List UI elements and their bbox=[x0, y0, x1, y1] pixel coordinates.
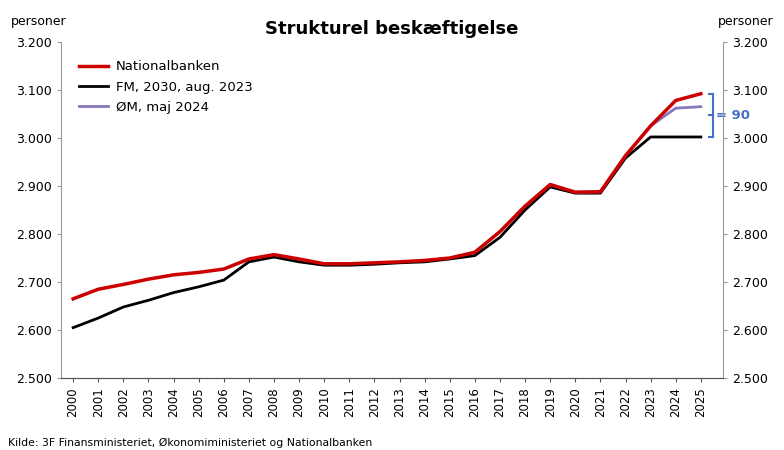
Legend: Nationalbanken, FM, 2030, aug. 2023, ØM, maj 2024: Nationalbanken, FM, 2030, aug. 2023, ØM,… bbox=[74, 55, 258, 119]
Text: Kilde: 3F Finansministeriet, Økonomiministeriet og Nationalbanken: Kilde: 3F Finansministeriet, Økonomimini… bbox=[8, 437, 372, 448]
Text: = 90: = 90 bbox=[717, 109, 750, 122]
Title: Strukturel beskæftigelse: Strukturel beskæftigelse bbox=[265, 19, 519, 37]
Text: personer: personer bbox=[717, 15, 773, 28]
Text: personer: personer bbox=[11, 15, 67, 28]
